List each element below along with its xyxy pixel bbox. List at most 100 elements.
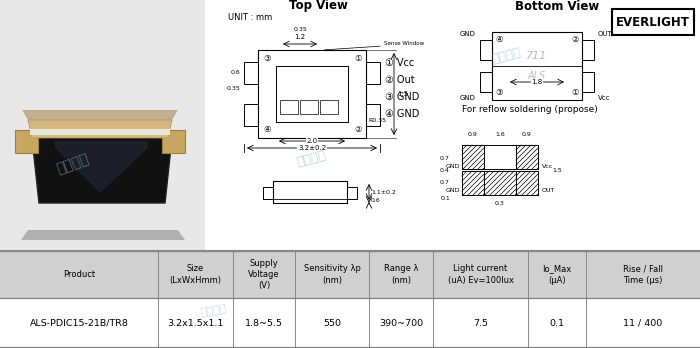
Text: 1.6: 1.6: [495, 132, 505, 137]
Text: Size
(LxWxHmm): Size (LxWxHmm): [169, 264, 221, 285]
Text: Range λ
(nm): Range λ (nm): [384, 264, 419, 285]
Text: Bottom View: Bottom View: [515, 0, 599, 13]
Text: 0.6: 0.6: [230, 71, 240, 76]
Bar: [300, 100, 318, 114]
Text: ①: ①: [354, 54, 362, 63]
Text: ③ GND: ③ GND: [385, 92, 419, 102]
Text: Rise / Fall
Time (μs): Rise / Fall Time (μs): [623, 264, 663, 285]
Bar: [273, 181, 347, 203]
Polygon shape: [15, 130, 38, 153]
Bar: [244, 104, 258, 126]
Polygon shape: [55, 141, 148, 193]
Text: 1.2: 1.2: [295, 34, 306, 40]
Text: Supply
Voltage
(V): Supply Voltage (V): [248, 259, 280, 290]
Text: 超骏电子: 超骏电子: [490, 46, 522, 66]
Bar: [258, 50, 366, 138]
Bar: [0, 251, 700, 348]
Text: 711: 711: [526, 51, 547, 61]
Text: 1.5: 1.5: [552, 168, 561, 174]
Bar: [462, 145, 484, 169]
Polygon shape: [32, 138, 172, 203]
Text: 超骏电子: 超骏电子: [55, 151, 91, 176]
Text: ALS: ALS: [528, 71, 546, 81]
Text: 11 / 400: 11 / 400: [624, 318, 663, 327]
Text: ③: ③: [495, 88, 503, 97]
Text: 0.35: 0.35: [293, 27, 307, 32]
Text: Io_Max
(μA): Io_Max (μA): [542, 264, 572, 285]
Text: 0.7: 0.7: [440, 157, 450, 161]
Text: 1.1±0.2: 1.1±0.2: [371, 190, 396, 195]
Bar: [582, 72, 594, 92]
Bar: [462, 171, 484, 195]
Text: 1.8~5.5: 1.8~5.5: [245, 318, 283, 327]
Text: 0.1: 0.1: [550, 318, 564, 327]
Bar: [280, 100, 298, 114]
Bar: [347, 187, 357, 199]
Text: 550: 550: [323, 318, 341, 327]
Bar: [263, 187, 273, 199]
Bar: [516, 171, 538, 195]
Bar: [320, 100, 338, 114]
Text: GND: GND: [445, 189, 460, 193]
Text: Light current
(uA) Ev=100lux: Light current (uA) Ev=100lux: [447, 264, 514, 285]
Text: GND: GND: [460, 95, 476, 101]
Text: EVERLIGHT: EVERLIGHT: [616, 16, 690, 29]
Text: GND: GND: [445, 165, 460, 169]
Text: ALS-PDIC15-21B/TR8: ALS-PDIC15-21B/TR8: [29, 318, 128, 327]
Text: ③: ③: [263, 54, 270, 63]
Text: 超骏电子: 超骏电子: [200, 303, 228, 318]
Bar: [276, 66, 348, 122]
Text: 390~700: 390~700: [379, 318, 423, 327]
Polygon shape: [28, 120, 172, 138]
Polygon shape: [162, 130, 185, 153]
Text: 3.2x1.5x1.1: 3.2x1.5x1.1: [167, 318, 224, 327]
Text: ④ GND: ④ GND: [385, 109, 419, 119]
Text: ①: ①: [571, 88, 579, 97]
Bar: [484, 171, 516, 195]
Text: 1.5: 1.5: [397, 91, 408, 97]
Bar: [480, 72, 492, 92]
Bar: [366, 104, 380, 126]
Text: 0.6: 0.6: [371, 198, 381, 204]
Text: Vcc: Vcc: [542, 165, 553, 169]
Bar: [612, 9, 694, 35]
Text: 0.9: 0.9: [522, 132, 532, 137]
Text: ④: ④: [263, 125, 270, 134]
Text: Sense Window: Sense Window: [384, 41, 424, 46]
Bar: [516, 145, 538, 169]
Text: ②: ②: [354, 125, 362, 134]
Text: R0.35: R0.35: [368, 118, 386, 122]
Text: 超骏电子: 超骏电子: [295, 149, 328, 169]
Bar: [0, 0, 205, 253]
Text: UNIT : mm: UNIT : mm: [228, 14, 272, 23]
Text: 0.35: 0.35: [226, 86, 240, 90]
Bar: [366, 62, 380, 84]
Text: 0.9: 0.9: [468, 132, 478, 137]
Bar: [244, 62, 258, 84]
Text: OUT: OUT: [598, 31, 612, 37]
Text: OUT: OUT: [542, 189, 555, 193]
Text: ② Out: ② Out: [385, 75, 414, 85]
Bar: [0, 298, 700, 347]
Bar: [0, 0, 700, 253]
Bar: [0, 251, 700, 298]
Text: Product: Product: [63, 270, 95, 279]
Text: Top View: Top View: [288, 0, 347, 13]
Text: ④: ④: [495, 35, 503, 44]
Text: ②: ②: [571, 35, 579, 44]
Bar: [480, 40, 492, 60]
Text: 0.3: 0.3: [495, 201, 505, 206]
Bar: [492, 32, 582, 100]
Text: GND: GND: [460, 31, 476, 37]
Text: Sensitivity λp
(nm): Sensitivity λp (nm): [304, 264, 360, 285]
Text: 0.1: 0.1: [440, 196, 450, 200]
Text: For reflow soldering (propose): For reflow soldering (propose): [462, 105, 598, 114]
Text: 1.8: 1.8: [531, 79, 542, 85]
Text: 7.5: 7.5: [473, 318, 488, 327]
Text: 0.7: 0.7: [440, 181, 450, 185]
Text: Vcc: Vcc: [598, 95, 610, 101]
Polygon shape: [22, 110, 178, 120]
Bar: [30, 129, 170, 135]
Text: 0.4: 0.4: [440, 167, 450, 173]
Text: ① Vcc: ① Vcc: [385, 58, 414, 68]
